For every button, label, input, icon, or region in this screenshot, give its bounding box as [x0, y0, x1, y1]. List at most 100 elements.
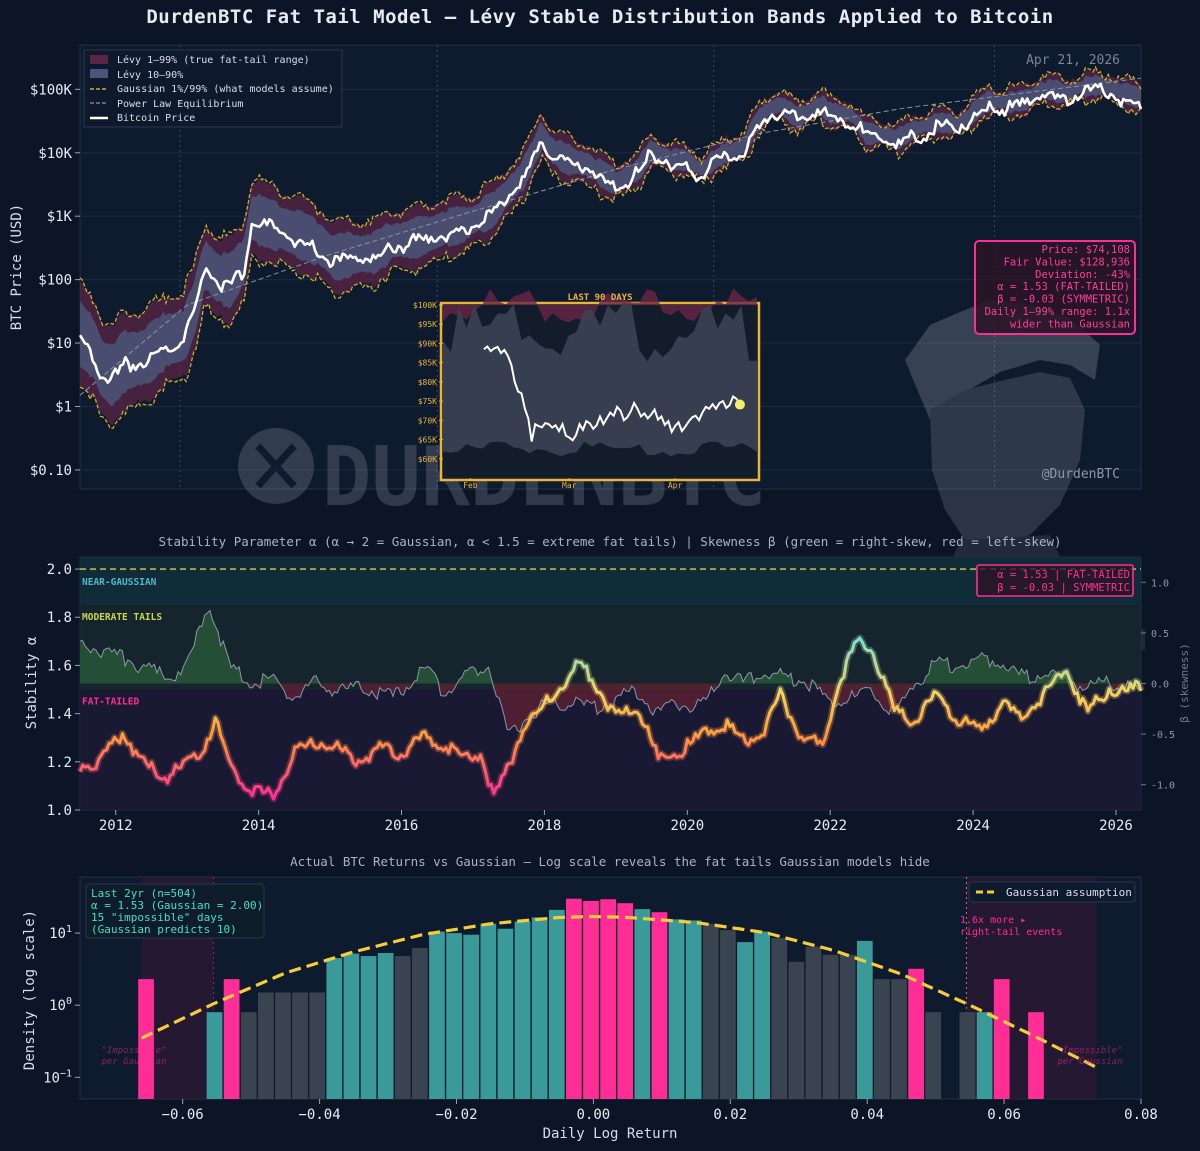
legend-price: Bitcoin Price — [117, 113, 195, 124]
info-line-2: α = 1.53 (Gaussian = 2.00) — [91, 899, 263, 912]
hist-x-tick-label: 0.02 — [713, 1107, 747, 1123]
legend-swatch-levy-outer — [90, 55, 108, 64]
alpha-zone-label: MODERATE TAILS — [82, 612, 162, 623]
hist-bar — [702, 923, 719, 1099]
alpha-zone-label: FAT-TAILED — [82, 697, 139, 708]
inset-y-tick-label: $80K — [418, 378, 437, 387]
hist-bar — [668, 919, 685, 1099]
hist-bar — [891, 979, 907, 1099]
hist-bar — [275, 992, 291, 1099]
alpha-y-tick-label: 1.2 — [47, 755, 72, 771]
info-line-3: 15 "impossible" days — [91, 911, 223, 924]
annotation-line: Daily 1–99% range: 1.1x — [985, 306, 1130, 318]
hist-bar — [856, 940, 873, 1099]
hist-bar — [497, 928, 514, 1099]
hist-bars — [138, 898, 1044, 1099]
date-label: Apr 21, 2026 — [1026, 53, 1120, 68]
status-frame — [976, 564, 1134, 597]
inset-y-tick-label: $95K — [418, 320, 437, 329]
inset-y-tick-label: $100K — [413, 301, 437, 310]
hist-bar — [446, 933, 462, 1099]
hist-bar — [514, 921, 531, 1099]
hist-bar — [463, 934, 480, 1099]
x-logo-icon — [238, 428, 314, 504]
alpha-y-ticks: 1.0 1.2 1.4 1.6 1.8 2.0 — [47, 562, 80, 819]
inset-y-tick-label: $75K — [418, 397, 437, 406]
hist-bar — [874, 979, 890, 1099]
annotation-line: Deviation: -43% — [1035, 269, 1131, 281]
bitcoin-price-line — [78, 82, 1143, 384]
hist-bar — [566, 898, 582, 1099]
hist-bar — [326, 958, 343, 1099]
hist-panel: Actual BTC Returns vs Gaussian — Log sca… — [22, 854, 1158, 1142]
inset-price-line — [483, 345, 741, 442]
beta-positive-area — [80, 610, 1141, 684]
hist-bar — [377, 952, 394, 1099]
price-y-axis-label: BTC Price (USD) — [9, 204, 25, 330]
inset-current-price-dot — [734, 399, 745, 410]
hist-x-tick-label: −0.04 — [299, 1107, 341, 1123]
legend-swatch-levy-inner — [90, 69, 108, 78]
inset-x-ticks: Feb Mar Apr — [463, 478, 682, 490]
hist-bar — [925, 1012, 942, 1099]
status-beta: β = -0.03 | SYMMETRIC — [997, 582, 1130, 594]
alpha-status-box: α = 1.53 | FAT-TAILED β = -0.03 | SYMMET… — [976, 564, 1134, 597]
hist-bar — [771, 938, 788, 1099]
beta-y-tick-label: -0.5 — [1151, 730, 1175, 741]
hist-y-tick-label: 100 — [49, 996, 72, 1014]
alpha-y-tick-label: 1.6 — [47, 658, 72, 674]
impossible-left-2: per Gaussian — [100, 1057, 166, 1067]
hist-y-tick-exp: 0 — [66, 996, 72, 1007]
alpha-y-tick-label: 1.8 — [47, 610, 72, 626]
hist-bar — [360, 956, 377, 1099]
watermark-handle: @DurdenBTC — [1042, 467, 1120, 482]
hist-bar — [223, 979, 240, 1099]
hist-y-tick-label: 101 — [49, 924, 72, 942]
beta-negative-area — [80, 683, 1141, 733]
hist-bar — [309, 992, 326, 1099]
alpha-x-ticks: 2012 2014 2016 2018 2020 2022 2024 2026 — [99, 810, 1133, 834]
gaussian-upper-line — [79, 65, 1142, 327]
hist-x-tick-label: 0.08 — [1124, 1107, 1158, 1123]
annotation-line: Price: $74,108 — [1041, 244, 1130, 256]
hist-x-tick-label: 0.00 — [577, 1107, 611, 1123]
hist-bar — [583, 900, 599, 1099]
inset-y-tick-label: $90K — [418, 339, 437, 348]
portrait-face — [930, 372, 1085, 548]
right-tail-note-2: right-tail events — [960, 927, 1062, 938]
hist-x-tick-label: 0.04 — [850, 1107, 884, 1123]
legend-gaussian: Gaussian 1%/99% (what models assume) — [117, 84, 334, 95]
alpha-x-tick-label: 2020 — [670, 818, 704, 834]
hist-bar — [292, 992, 308, 1099]
beta-y-ticks: 1.0 0.5 0.0 -0.5 -1.0 — [1141, 578, 1175, 792]
info-frame — [85, 883, 265, 939]
annotation-line: Fair Value: $128,936 — [1004, 256, 1130, 268]
impossible-right-1: "Impossible" — [1057, 1046, 1122, 1056]
annotation-line: wider than Gaussian — [1010, 318, 1130, 330]
annotation-line: β = -0.03 (SYMMETRIC) — [997, 294, 1130, 306]
gaussian-lower-line — [79, 92, 1142, 430]
hist-bar — [822, 954, 839, 1099]
price-y-ticks: $0.10 $1 $10 $100 $1K $10K $100K — [30, 82, 80, 479]
alpha-line — [78, 636, 1143, 801]
hist-y-tick-exp: −1 — [60, 1068, 72, 1079]
beta-y-tick-label: 0.5 — [1151, 629, 1169, 640]
hist-bar — [617, 903, 634, 1099]
alpha-x-tick-label: 2026 — [1099, 818, 1133, 834]
hist-bar — [754, 931, 770, 1099]
hist-bar — [737, 942, 753, 1099]
hist-bar — [343, 953, 360, 1099]
inset-x-tick-label: Mar — [562, 481, 577, 490]
alpha-x-tick-label: 2024 — [956, 818, 990, 834]
hist-y-axis-label: Density (log scale) — [22, 910, 38, 1070]
hist-bar — [531, 917, 548, 1099]
hist-x-ticks: −0.06 −0.04 −0.02 0.00 0.02 0.04 0.06 0.08 — [162, 1099, 1158, 1123]
hist-bar — [600, 899, 616, 1099]
hist-bar — [788, 961, 805, 1099]
inset-panel: LAST 90 DAYS $60K $65K $70K $75K $80K $85K $90… — [413, 288, 761, 490]
info-line-1: Last 2yr (n=504) — [91, 887, 197, 900]
status-alpha: α = 1.53 | FAT-TAILED — [997, 569, 1130, 581]
hist-bar — [480, 923, 497, 1099]
hist-bar — [651, 912, 668, 1099]
